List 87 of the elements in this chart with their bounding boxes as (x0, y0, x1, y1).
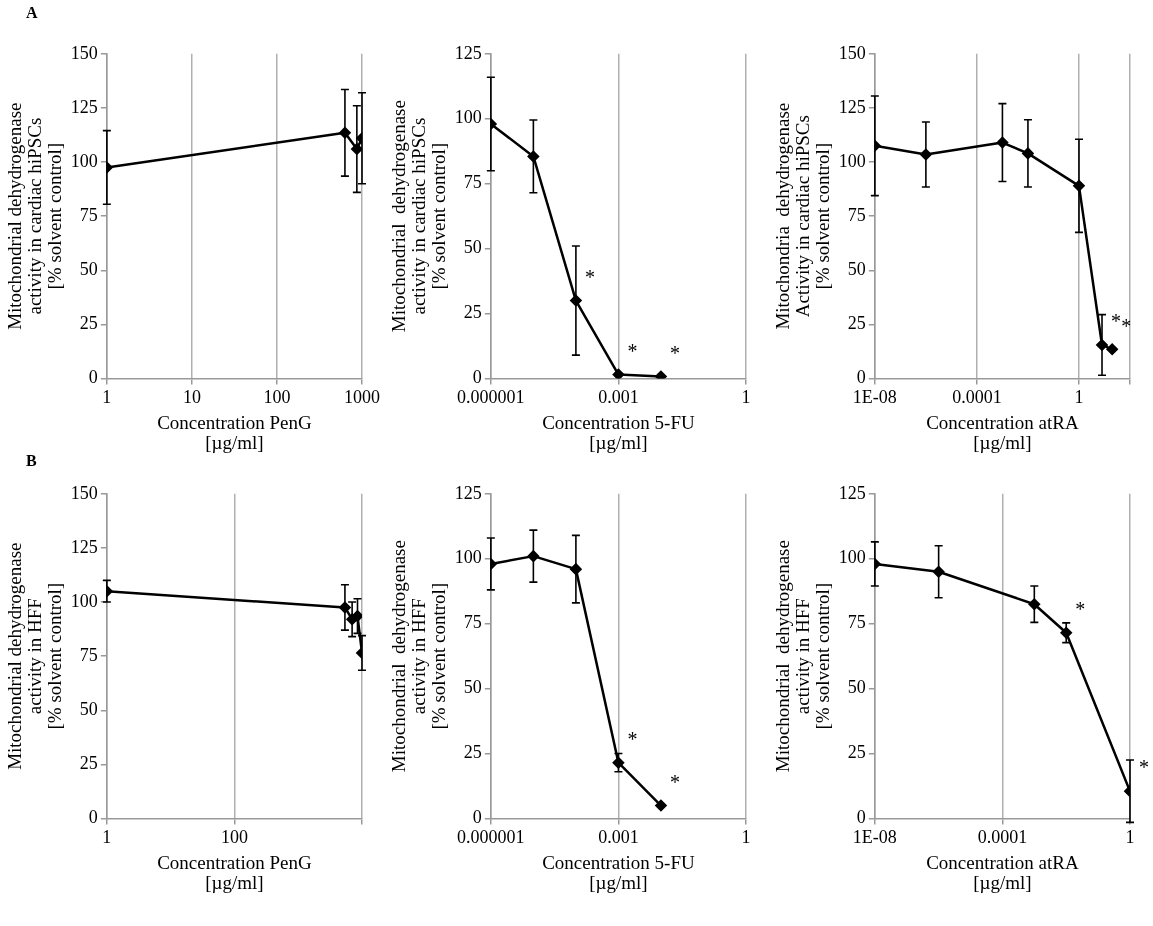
annotation: * (627, 339, 638, 362)
x-tick-label: 100 (263, 387, 291, 408)
x-tick-label: 0.0001 (977, 827, 1028, 848)
x-axis-title: Concentration 5-FU [µg/ml] (542, 852, 695, 894)
annotation: * (1121, 314, 1132, 337)
y-tick-label: 25 (79, 753, 98, 774)
point (655, 370, 667, 379)
x-tick-label: 0.001 (598, 387, 639, 408)
y-tick-label: 75 (463, 612, 482, 633)
point (527, 150, 540, 163)
y-axis-title: Mitochondrial dehydrogenase activity in cardiac hiPSCs [% solvent control] (3, 102, 65, 330)
y-tick-label: 75 (79, 644, 98, 665)
y-tick-label: 50 (847, 677, 866, 698)
x-tick-label: 1 (1125, 827, 1135, 848)
y-tick-label: 75 (847, 612, 866, 633)
y-tick-label: 150 (838, 42, 866, 63)
y-tick-label: 50 (79, 699, 98, 719)
y-axis-title: Mitochondria dehydrogenase Activity in cardiac hiPSCs [% solvent control] (771, 102, 833, 330)
y-tick-label: 0 (88, 367, 98, 388)
x-tick-label: 1 (741, 827, 751, 848)
y-tick-label: 0 (88, 807, 98, 828)
y-tick-label: 100 (70, 150, 98, 171)
y-tick-label: 75 (847, 204, 866, 225)
y-tick-label: 25 (79, 313, 98, 334)
x-axis-title: Concentration PenG [µg/ml] (157, 412, 313, 454)
x-tick-label: 1 (741, 387, 751, 408)
y-tick-label: 150 (70, 42, 98, 63)
y-tick-label: 100 (454, 547, 482, 568)
x-axis-title: Concentration 5-FU [µg/ml] (542, 412, 695, 454)
y-tick-label: 0 (472, 367, 482, 388)
y-axis-title: Mitochondrial dehydrogenase activity in HFF [% solvent control] (771, 540, 833, 773)
y-tick-label: 125 (70, 96, 98, 117)
annotation: * (1111, 310, 1122, 333)
y-tick-label: 125 (838, 482, 866, 503)
x-tick-label: 0.0001 (952, 387, 1002, 408)
y-tick-label: 125 (454, 482, 482, 503)
annotation: * (1075, 598, 1086, 621)
x-tick-label: 1000 (344, 387, 380, 408)
y-tick-label: 25 (847, 742, 866, 763)
x-axis-title: Concentration atRA [µg/ml] (926, 852, 1079, 894)
y-tick-label: 50 (463, 237, 482, 258)
point (655, 799, 667, 812)
x-axis-title: Concentration atRA [µg/ml] (926, 412, 1079, 454)
y-tick-label: 100 (838, 547, 866, 568)
y-tick-label: 0 (856, 807, 866, 828)
y-tick-label: 100 (454, 107, 482, 128)
y-tick-label: 50 (79, 259, 98, 279)
x-tick-label: 0.001 (598, 827, 639, 848)
text: A (26, 4, 38, 22)
y-axis-title: Mitochondrial dehydrogenase activity in cardiac hiPSCs [% solvent control] (387, 100, 449, 333)
y-tick-label: 25 (463, 302, 482, 323)
y-tick-label: 75 (463, 172, 482, 193)
y-tick-label: 25 (463, 742, 482, 763)
y-tick-label: 0 (472, 807, 482, 828)
point (527, 550, 540, 562)
y-tick-label: 125 (70, 536, 98, 557)
y-tick-label: 100 (70, 590, 98, 611)
point (612, 756, 625, 769)
y-axis-title: Mitochondrial dehydrogenase activity in HFF [% solvent control] (3, 542, 65, 770)
x-tick-label: 100 (220, 827, 248, 848)
y-tick-label: 100 (838, 150, 866, 171)
annotation: * (669, 341, 680, 364)
x-tick-label: 1E-08 (852, 387, 897, 408)
x-tick-label: 1 (102, 387, 112, 408)
y-tick-label: 125 (454, 42, 482, 63)
y-tick-label: 50 (463, 677, 482, 698)
y-tick-label: 25 (847, 313, 866, 334)
y-tick-label: 75 (79, 204, 98, 225)
x-tick-label: 0.000001 (457, 827, 525, 848)
x-tick-label: 10 (182, 387, 201, 408)
annotation: * (1139, 756, 1149, 779)
annotation: * (627, 727, 638, 750)
x-tick-label: 0.000001 (457, 387, 525, 408)
y-tick-label: 0 (856, 367, 866, 388)
y-tick-label: 125 (838, 96, 866, 117)
x-tick-label: 1 (1074, 387, 1084, 408)
y-tick-label: 150 (70, 482, 98, 503)
point (932, 565, 945, 578)
x-tick-label: 1 (102, 827, 112, 848)
annotation: * (669, 770, 680, 793)
annotation: * (584, 265, 595, 288)
x-tick-label: 1E-08 (852, 827, 897, 848)
y-axis-title: Mitochondrial dehydrogenase activity in HFF [% solvent control] (387, 540, 449, 773)
text: B (26, 452, 37, 470)
y-tick-label: 50 (847, 259, 866, 279)
point (612, 368, 625, 379)
x-axis-title: Concentration PenG [µg/ml] (157, 852, 313, 894)
